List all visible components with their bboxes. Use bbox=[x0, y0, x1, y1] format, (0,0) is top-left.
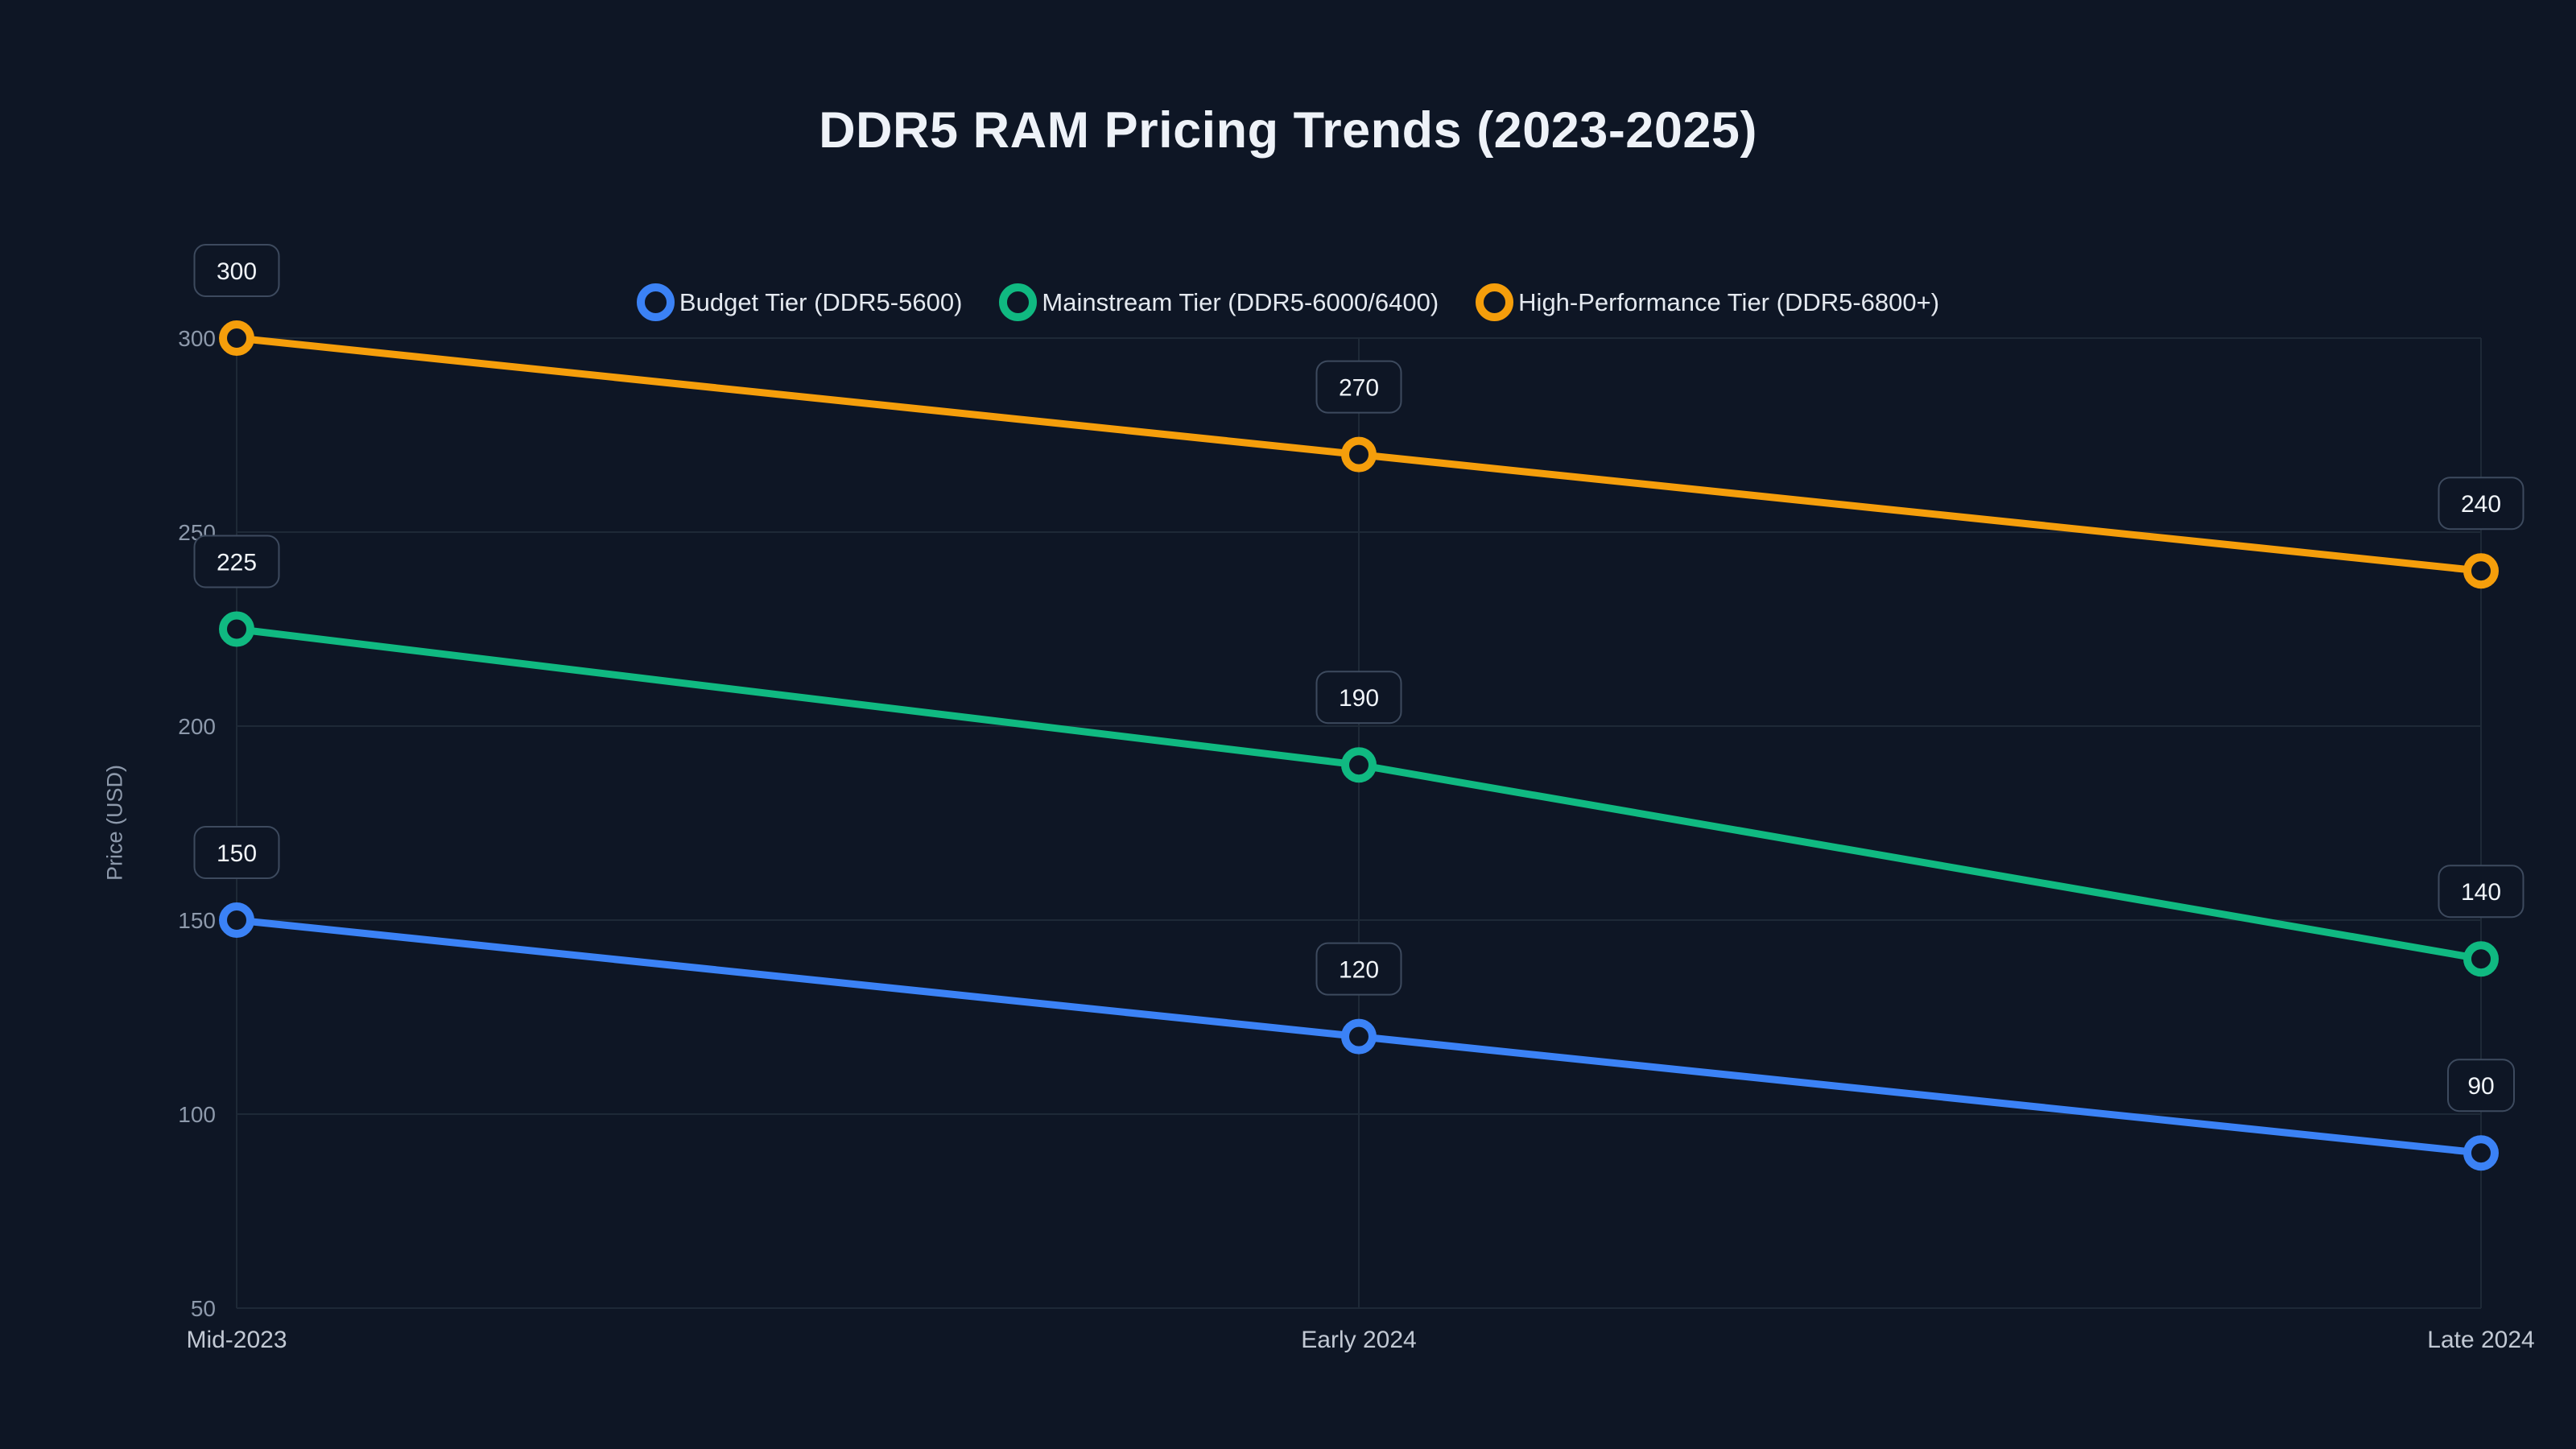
data-label-box bbox=[1315, 360, 1402, 414]
data-label-box bbox=[1315, 942, 1402, 996]
x-tick-label: Late 2024 bbox=[2427, 1327, 2534, 1353]
data-label-text: 190 bbox=[1339, 685, 1379, 712]
data-point[interactable] bbox=[219, 902, 254, 938]
y-tick-label: 200 bbox=[178, 714, 216, 739]
data-label-text: 240 bbox=[2461, 491, 2501, 518]
y-axis-title: Price (USD) bbox=[102, 764, 127, 881]
data-label-text: 120 bbox=[1339, 957, 1379, 984]
data-label-text: 90 bbox=[2467, 1073, 2494, 1100]
legend-item-budget-tier[interactable]: Budget Tier (DDR5-5600) bbox=[636, 283, 963, 321]
legend-label-high-performance-tier: High-Performance Tier (DDR5-6800+) bbox=[1518, 287, 1940, 316]
legend-marker-budget-icon bbox=[636, 283, 675, 321]
data-label-box bbox=[2438, 477, 2524, 530]
legend-label-budget-tier: Budget Tier (DDR5-5600) bbox=[679, 287, 963, 316]
data-point[interactable] bbox=[2463, 553, 2499, 589]
data-label-box bbox=[193, 535, 280, 588]
y-tick-label: 50 bbox=[191, 1296, 216, 1321]
legend-marker-mainstream-icon bbox=[999, 283, 1038, 321]
data-label-box bbox=[1315, 671, 1402, 724]
data-point[interactable] bbox=[1341, 436, 1377, 473]
data-label-box bbox=[2438, 865, 2524, 919]
data-point[interactable] bbox=[2463, 1135, 2499, 1171]
y-tick-label: 300 bbox=[178, 326, 216, 351]
x-tick-label: Early 2024 bbox=[1301, 1327, 1416, 1353]
legend-item-mainstream-tier[interactable]: Mainstream Tier (DDR5-6000/6400) bbox=[999, 283, 1439, 321]
data-label-text: 225 bbox=[217, 550, 257, 576]
y-tick-label: 150 bbox=[178, 908, 216, 933]
data-label-text: 300 bbox=[217, 258, 257, 285]
data-point[interactable] bbox=[2463, 941, 2499, 977]
data-point[interactable] bbox=[219, 611, 254, 647]
y-tick-label: 100 bbox=[178, 1102, 216, 1127]
legend-marker-high-performance-icon bbox=[1476, 283, 1514, 321]
data-label-box bbox=[2447, 1059, 2515, 1113]
legend-item-high-performance-tier[interactable]: High-Performance Tier (DDR5-6800+) bbox=[1476, 283, 1939, 321]
data-label-text: 270 bbox=[1339, 375, 1379, 402]
x-tick-label: Mid-2023 bbox=[186, 1327, 287, 1353]
data-point[interactable] bbox=[1341, 1018, 1377, 1055]
data-label-box bbox=[193, 826, 280, 879]
data-label-box bbox=[193, 244, 280, 297]
data-point[interactable] bbox=[219, 320, 254, 356]
data-point[interactable] bbox=[1341, 747, 1377, 783]
chart-legend: Budget Tier (DDR5-5600) Mainstream Tier … bbox=[0, 283, 2576, 321]
data-label-text: 150 bbox=[217, 840, 257, 867]
chart-title: DDR5 RAM Pricing Trends (2023-2025) bbox=[819, 102, 1757, 159]
data-label-text: 140 bbox=[2461, 879, 2501, 906]
legend-label-mainstream-tier: Mainstream Tier (DDR5-6000/6400) bbox=[1042, 287, 1439, 316]
